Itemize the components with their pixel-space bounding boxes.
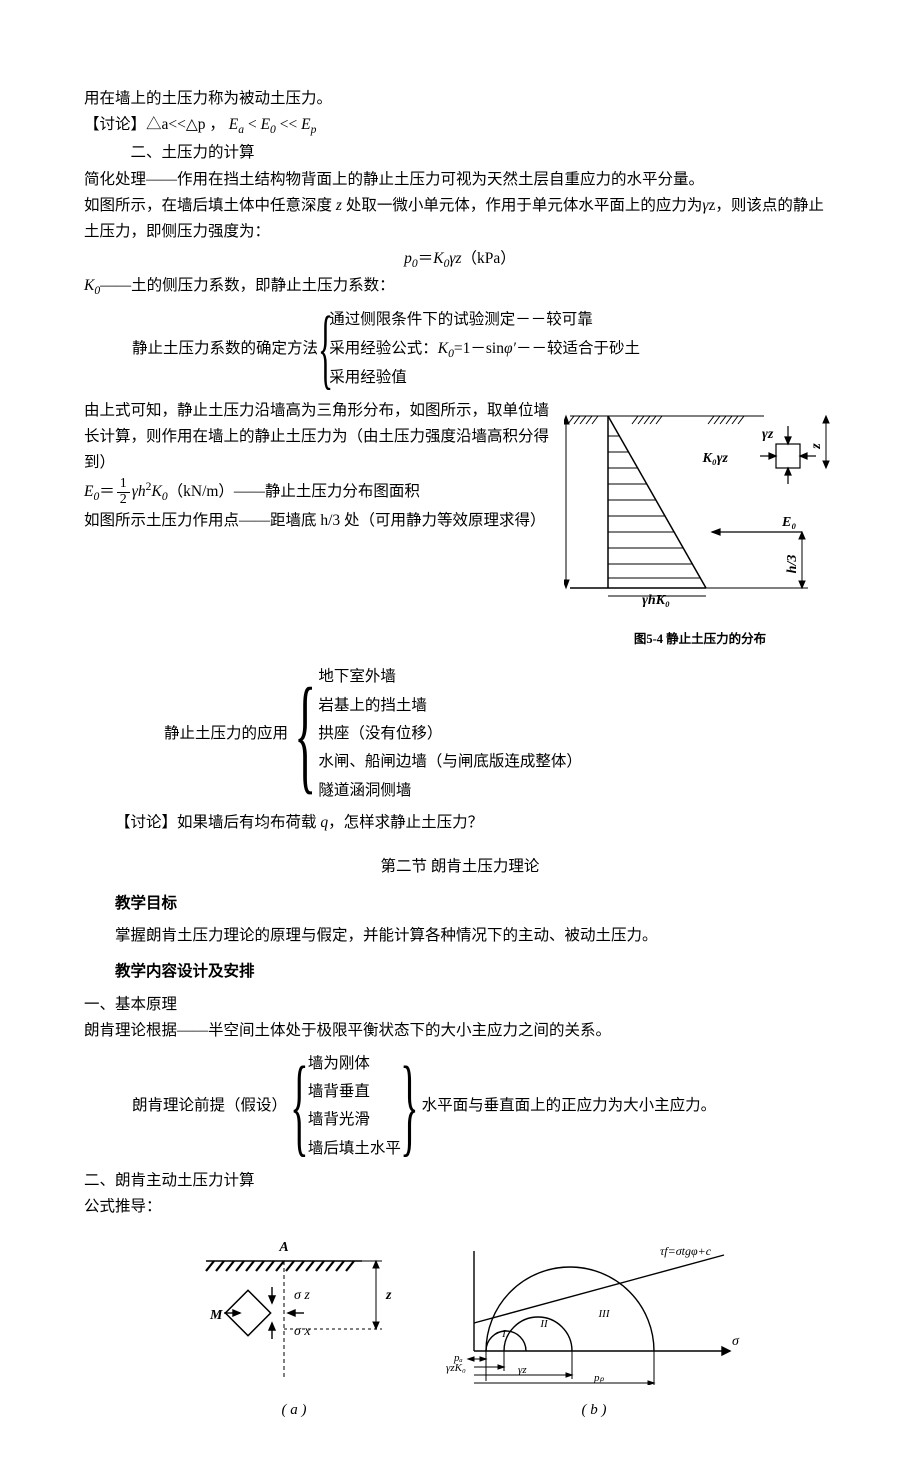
heading: 教学目标 [84, 891, 836, 917]
lt: < [248, 116, 257, 133]
discussion-line: 【讨论】△a<<△p ， Ea < E0 << Ep [84, 112, 836, 140]
figure-letter: ( b ) [444, 1398, 744, 1424]
figure-b: σ τf=σtgφ+c I II III [444, 1235, 744, 1424]
brace-line: 采用经验公式：K0=1－sinφ′－－较适合于砂土 [329, 336, 640, 364]
svg-text:h/3: h/3 [785, 554, 800, 573]
paragraph: 如图所示，在墙后填土体中任意深度 z 处取一微小单元体，作用于单元体水平面上的应… [84, 193, 836, 246]
svg-text:z: z [809, 443, 824, 450]
paragraph: 用在墙上的土压力称为被动土压力。 [84, 86, 836, 112]
brace-line: 岩基上的挡土墙 [318, 693, 582, 719]
brace-line: 拱座（没有位移） [318, 721, 582, 747]
brace-label: 静止土压力的应用 [164, 721, 288, 747]
svg-text:E₀: E₀ [781, 515, 796, 530]
brace-block-applications: 静止土压力的应用 { 地下室外墙 岩基上的挡土墙 拱座（没有位移） 水闸、船闸边… [164, 664, 836, 804]
brace-line: 水闸、船闸边墙（与闸底版连成整体） [318, 749, 582, 775]
svg-text:II: II [539, 1318, 549, 1330]
svg-text:σ z: σ z [294, 1288, 310, 1303]
svg-text:σ: σ [732, 1334, 740, 1349]
equation: p0＝K0γz（kPa） [84, 246, 836, 274]
figure-caption: 图5-4 静止土压力的分布 [564, 629, 836, 650]
brace-line: 地下室外墙 [318, 664, 582, 690]
brace-label: 朗肯理论前提（假设） [132, 1093, 287, 1119]
svg-text:τf=σtgφ+c: τf=σtgφ+c [660, 1244, 712, 1258]
brace-after: 水平面与垂直面上的正应力为大小主应力。 [422, 1093, 717, 1119]
brace-block-assumptions: 朗肯理论前提（假设） { 墙为刚体 墙背垂直 墙背光滑 墙后填土水平 } 水平面… [132, 1051, 836, 1162]
ll: << [280, 116, 297, 133]
svg-text:z: z [385, 1288, 392, 1303]
left-brace-icon: { [318, 311, 333, 388]
brace-line: 墙背光滑 [308, 1107, 401, 1133]
left-brace-icon: { [294, 679, 316, 790]
heading: 教学内容设计及安排 [84, 959, 836, 985]
figure-a: A σ z σ x M [176, 1235, 412, 1424]
paragraph: 公式推导： [84, 1194, 836, 1220]
svg-text:III: III [598, 1308, 611, 1320]
svg-text:M: M [209, 1308, 223, 1323]
paragraph: 掌握朗肯土压力理论的原理与假定，并能计算各种情况下的主动、被动土压力。 [84, 923, 836, 949]
var-e0: E0 [261, 116, 276, 133]
figure-5-4: h γz K₀γz z E₀ h/3 [564, 402, 836, 651]
var-ep: Ep [301, 116, 316, 133]
svg-text:σ x: σ x [294, 1324, 311, 1339]
brace-line: 隧道涵洞侧墙 [318, 778, 582, 804]
section-title: 第二节 朗肯土压力理论 [84, 854, 836, 880]
svg-text:γhK₀: γhK₀ [642, 593, 670, 608]
paragraph: K0——土的侧压力系数，即静止土压力系数： [84, 273, 836, 301]
brace-block-k0-methods: 静止土压力系数的确定方法 { 通过侧限条件下的试验测定－－较可靠 采用经验公式：… [132, 307, 836, 392]
svg-text:γz: γz [762, 427, 774, 442]
heading: 二、土压力的计算 [84, 140, 836, 166]
brace-line: 墙背垂直 [308, 1079, 401, 1105]
left-brace-icon: { [290, 1059, 308, 1153]
svg-text:γzK₀: γzK₀ [446, 1362, 466, 1374]
paragraph: 一、基本原理 [84, 992, 836, 1018]
svg-text:K₀γz: K₀γz [702, 451, 729, 466]
svg-text:pₚ: pₚ [593, 1372, 605, 1384]
brace-line: 通过侧限条件下的试验测定－－较可靠 [329, 307, 640, 333]
svg-text:A: A [278, 1240, 288, 1255]
brace-line: 采用经验值 [329, 365, 640, 391]
paragraph: 朗肯理论根据——半空间土体处于极限平衡状态下的大小主应力之间的关系。 [84, 1018, 836, 1044]
figure-letter: ( a ) [176, 1398, 412, 1424]
text: 【讨论】△a<<△p ， [84, 116, 229, 133]
brace-label: 静止土压力系数的确定方法 [132, 336, 318, 362]
right-brace-icon: } [400, 1059, 418, 1153]
var-ea: Ea [229, 116, 244, 133]
svg-text:γz: γz [518, 1364, 527, 1376]
paragraph: 简化处理——作用在挡土结构物背面上的静止土压力可视为天然土层自重应力的水平分量。 [84, 167, 836, 193]
discussion-line: 【讨论】如果墙后有均布荷载 q，怎样求静止土压力？ [84, 810, 836, 836]
paragraph: 二、朗肯主动土压力计算 [84, 1168, 836, 1194]
brace-line: 墙为刚体 [308, 1051, 401, 1077]
brace-line: 墙后填土水平 [308, 1136, 401, 1162]
bottom-figures: A σ z σ x M [84, 1235, 836, 1424]
